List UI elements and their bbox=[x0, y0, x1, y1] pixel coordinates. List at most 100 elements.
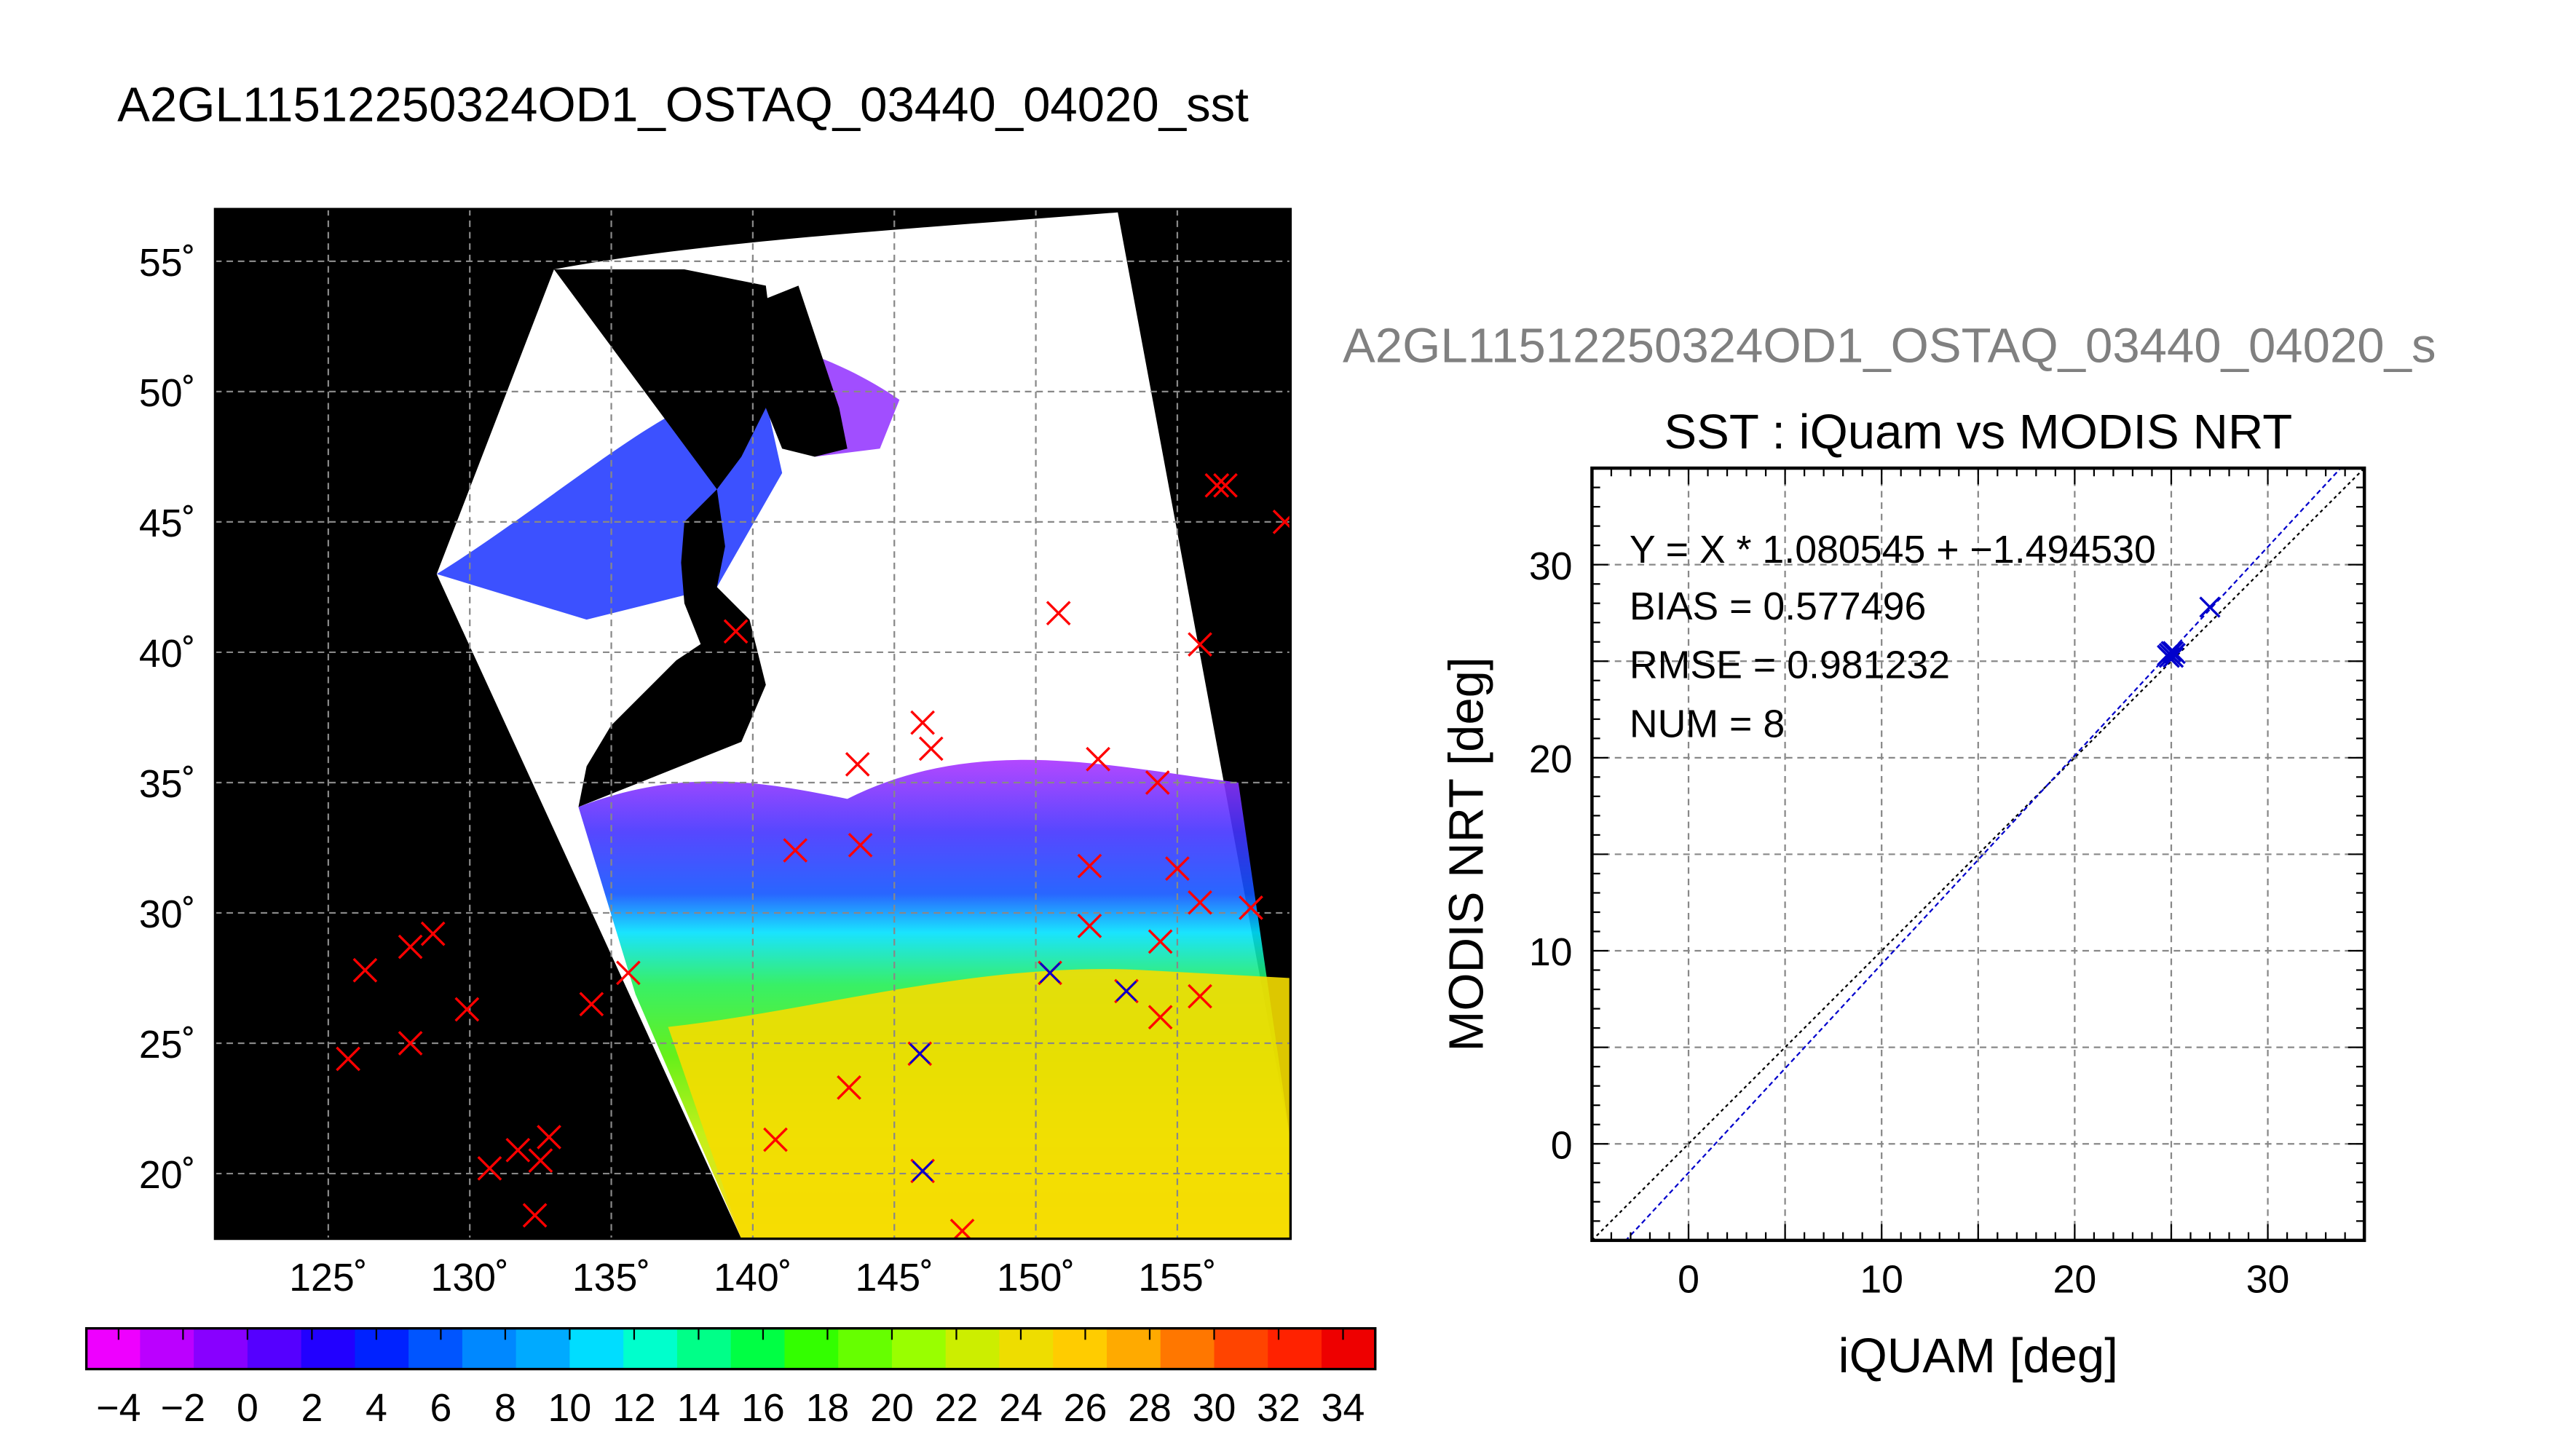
map-tick-labels: 125˚ 130˚ 135˚ 140˚ 145˚ 150˚ 155˚ 20˚ 25˚ 30˚ 35˚… bbox=[139, 241, 1217, 1299]
colorbar-tick-label: 0 bbox=[237, 1386, 258, 1430]
iquam-marker bbox=[398, 934, 423, 960]
colorbar-tick-label: 10 bbox=[548, 1386, 592, 1430]
colorbar-cell bbox=[891, 1328, 947, 1369]
map-y-tick-label: 45˚ bbox=[139, 502, 196, 545]
iquam-marker bbox=[398, 1031, 423, 1056]
colorbar-tick-label: 22 bbox=[935, 1386, 979, 1430]
colorbar-tick-label: 30 bbox=[1193, 1386, 1236, 1430]
scatter-y-tick-label: 10 bbox=[1529, 930, 1573, 974]
colorbar-cell bbox=[194, 1328, 248, 1369]
colorbar: −4 −2 0 2 4 6 8 10 12 14 16 18 20 22 24 26 28 30 32 34 bbox=[84, 1326, 1377, 1430]
colorbar-tick-label: 28 bbox=[1128, 1386, 1172, 1430]
colorbar-cell bbox=[623, 1328, 679, 1369]
matchup-marker bbox=[1115, 980, 1137, 1002]
colorbar-cell bbox=[247, 1328, 302, 1369]
scatter-panel: SST : iQuam vs MODIS NRT 0 10 20 300102030 … bbox=[1439, 405, 2366, 1383]
colorbar-cell bbox=[408, 1328, 464, 1369]
iquam-marker bbox=[723, 619, 749, 644]
iquam-marker bbox=[505, 1137, 531, 1163]
iquam-marker bbox=[1204, 472, 1230, 498]
iquam-marker bbox=[579, 992, 604, 1017]
iquam-marker bbox=[783, 838, 808, 863]
colorbar-tick-label: 12 bbox=[612, 1386, 656, 1430]
iquam-marker bbox=[1213, 472, 1238, 498]
scatter-annotations: Y = X * 1.080545 + −1.494530 BIAS = 0.57… bbox=[1630, 528, 2156, 745]
scatter-x-label: iQUAM [deg] bbox=[1839, 1329, 2118, 1383]
annotation-fit-equation: Y = X * 1.080545 + −1.494530 bbox=[1630, 528, 2156, 571]
colorbar-tick-label: 4 bbox=[366, 1386, 387, 1430]
colorbar-tick-label: 2 bbox=[301, 1386, 323, 1430]
annotation-num: NUM = 8 bbox=[1630, 702, 1785, 745]
map-y-tick-label: 55˚ bbox=[139, 241, 196, 285]
colorbar-tick-label: 32 bbox=[1257, 1386, 1300, 1430]
sst-map: 125˚ 130˚ 135˚ 140˚ 145˚ 150˚ 155˚ 20˚ 25˚ 30˚ 35˚… bbox=[139, 207, 1292, 1299]
scatter-y-tick-label: 30 bbox=[1529, 545, 1573, 588]
iquam-marker bbox=[1148, 929, 1173, 954]
fit-line bbox=[1624, 468, 2342, 1241]
colorbar-tick-label: 16 bbox=[741, 1386, 785, 1430]
iquam-marker bbox=[1188, 984, 1212, 1009]
main-title: A2GL11512250324OD1_OSTAQ_03440_04020_sst bbox=[117, 77, 1249, 132]
map-x-tick-label: 150˚ bbox=[997, 1256, 1075, 1299]
iquam-marker bbox=[616, 960, 641, 986]
colorbar-tick-label: −2 bbox=[161, 1386, 205, 1430]
colorbar-cell bbox=[945, 1328, 1000, 1369]
scatter-x-tick-label: 10 bbox=[1860, 1257, 1903, 1301]
colorbar-cell bbox=[838, 1328, 893, 1369]
iquam-marker bbox=[336, 1046, 360, 1072]
iquam-marker bbox=[454, 997, 480, 1022]
colorbar-cell bbox=[1053, 1328, 1108, 1369]
japan-landmass bbox=[553, 269, 774, 807]
colorbar-tick-label: 8 bbox=[494, 1386, 516, 1430]
iquam-marker bbox=[837, 1075, 861, 1100]
map-y-tick-label: 20˚ bbox=[139, 1153, 196, 1197]
iquam-marker bbox=[1086, 746, 1110, 772]
scatter-x-tick-label: 0 bbox=[1678, 1257, 1699, 1301]
colorbar-tick-label: 14 bbox=[677, 1386, 721, 1430]
scatter-y-label: MODIS NRT [deg] bbox=[1439, 657, 1493, 1051]
annotation-rmse: RMSE = 0.981232 bbox=[1630, 644, 1950, 687]
iquam-marker bbox=[537, 1125, 561, 1150]
map-x-tick-label: 140˚ bbox=[714, 1256, 791, 1299]
right-panel-title: A2GL11512250324OD1_OSTAQ_03440_04020_s bbox=[1343, 319, 2436, 373]
map-y-tick-label: 30˚ bbox=[139, 893, 196, 936]
iquam-marker bbox=[845, 752, 870, 777]
colorbar-cell bbox=[301, 1328, 356, 1369]
scatter-x-tick-label: 30 bbox=[2246, 1257, 2290, 1301]
scatter-grid bbox=[1592, 468, 2365, 1241]
annotation-bias: BIAS = 0.577496 bbox=[1630, 585, 1926, 628]
colorbar-tick-label: 26 bbox=[1064, 1386, 1107, 1430]
colorbar-cell bbox=[1106, 1328, 1161, 1369]
scatter-point bbox=[2163, 641, 2184, 662]
map-x-tick-label: 155˚ bbox=[1138, 1256, 1216, 1299]
scatter-point bbox=[2158, 643, 2180, 665]
scatter-points bbox=[2157, 596, 2221, 668]
map-frame bbox=[213, 207, 1292, 1241]
colorbar-tick-label: −4 bbox=[96, 1386, 141, 1430]
scatter-point bbox=[2158, 646, 2180, 668]
iquam-marker bbox=[1188, 890, 1212, 915]
iquam-marker bbox=[1077, 914, 1102, 938]
colorbar-tick-label: 34 bbox=[1322, 1386, 1365, 1430]
map-y-tick-label: 35˚ bbox=[139, 762, 196, 806]
matchup-marker bbox=[1039, 962, 1061, 984]
iquam-marker bbox=[1165, 856, 1190, 881]
colorbar-tick-label: 20 bbox=[870, 1386, 914, 1430]
colorbar-cell bbox=[569, 1328, 625, 1369]
colorbar-cell bbox=[1214, 1328, 1269, 1369]
map-x-tick-label: 125˚ bbox=[289, 1256, 367, 1299]
iquam-marker bbox=[1148, 1005, 1173, 1030]
iquam-marker bbox=[528, 1148, 553, 1174]
matchup-marker bbox=[909, 1042, 931, 1064]
colorbar-cell bbox=[730, 1328, 786, 1369]
scatter-title: SST : iQuam vs MODIS NRT bbox=[1664, 405, 2292, 459]
map-markers bbox=[336, 472, 1291, 1239]
scatter-frame bbox=[1590, 466, 2366, 1243]
iquam-marker bbox=[1188, 632, 1212, 657]
colorbar-cell bbox=[1322, 1328, 1376, 1369]
iquam-marker bbox=[1239, 895, 1263, 920]
colorbar-cell bbox=[1268, 1328, 1323, 1369]
iquam-marker bbox=[910, 710, 935, 735]
colorbar-cell bbox=[86, 1328, 141, 1369]
